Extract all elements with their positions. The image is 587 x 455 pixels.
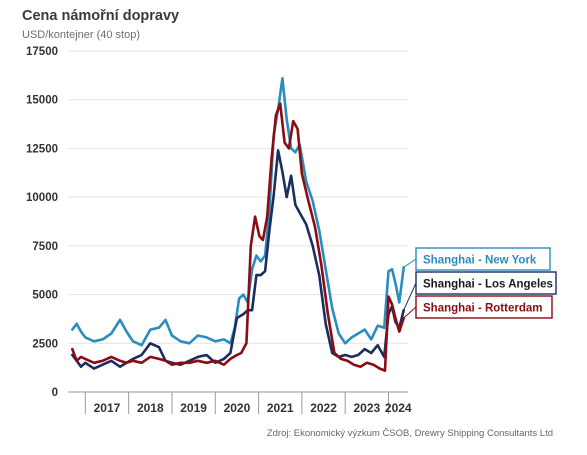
legend-box-1 [415, 247, 551, 271]
series-line-3 [71, 102, 405, 372]
grid-lines [68, 50, 408, 344]
y-tick-label: 12500 [26, 143, 58, 155]
legend-label-1: Shanghai - New York [423, 255, 537, 267]
x-tick-label: 2017 [94, 401, 121, 415]
source-note: Zdroj: Ekonomický výzkum ČSOB, Drewry Sh… [266, 428, 553, 439]
legend-label-3: Shanghai - Rotterdam [423, 303, 542, 315]
x-tick-label: 2023 [354, 401, 381, 415]
legend-leader-1 [403, 258, 417, 268]
legend: Shanghai - New York Shanghai - Los Angele… [403, 247, 557, 319]
series-line-2 [71, 149, 405, 370]
x-axis: 2017 2018 2019 2020 2021 2022 2023 2024 [68, 391, 412, 415]
x-tick-label: 2020 [224, 401, 251, 415]
x-tick-label: 2021 [267, 401, 294, 415]
legend-box-2 [415, 271, 557, 295]
y-tick-label: 5000 [32, 290, 58, 302]
series-line-1 [71, 77, 405, 347]
y-tick-label: 10000 [26, 192, 58, 204]
chart-title: Cena námořní dopravy [22, 8, 180, 24]
x-tick-label: 2024 [385, 401, 412, 415]
legend-leader-3 [403, 306, 417, 319]
legend-label-2: Shanghai - Los Angeles [423, 279, 553, 291]
y-tick-label: 0 [52, 387, 58, 399]
x-tick-label: 2018 [137, 401, 164, 415]
x-tick-label: 2019 [180, 401, 207, 415]
x-tick-label: 2022 [310, 401, 337, 415]
legend-leader-2 [403, 282, 417, 311]
y-tick-label: 15000 [26, 95, 58, 107]
chart-subtitle: USD/kontejner (40 stop) [22, 29, 140, 41]
y-axis: 0 2500 5000 7500 10000 12500 15000 17500 [26, 46, 58, 399]
series-lines [71, 77, 405, 372]
legend-box-3 [415, 295, 553, 319]
y-tick-label: 17500 [26, 46, 58, 58]
y-tick-label: 2500 [32, 338, 58, 350]
y-tick-label: 7500 [32, 241, 58, 253]
